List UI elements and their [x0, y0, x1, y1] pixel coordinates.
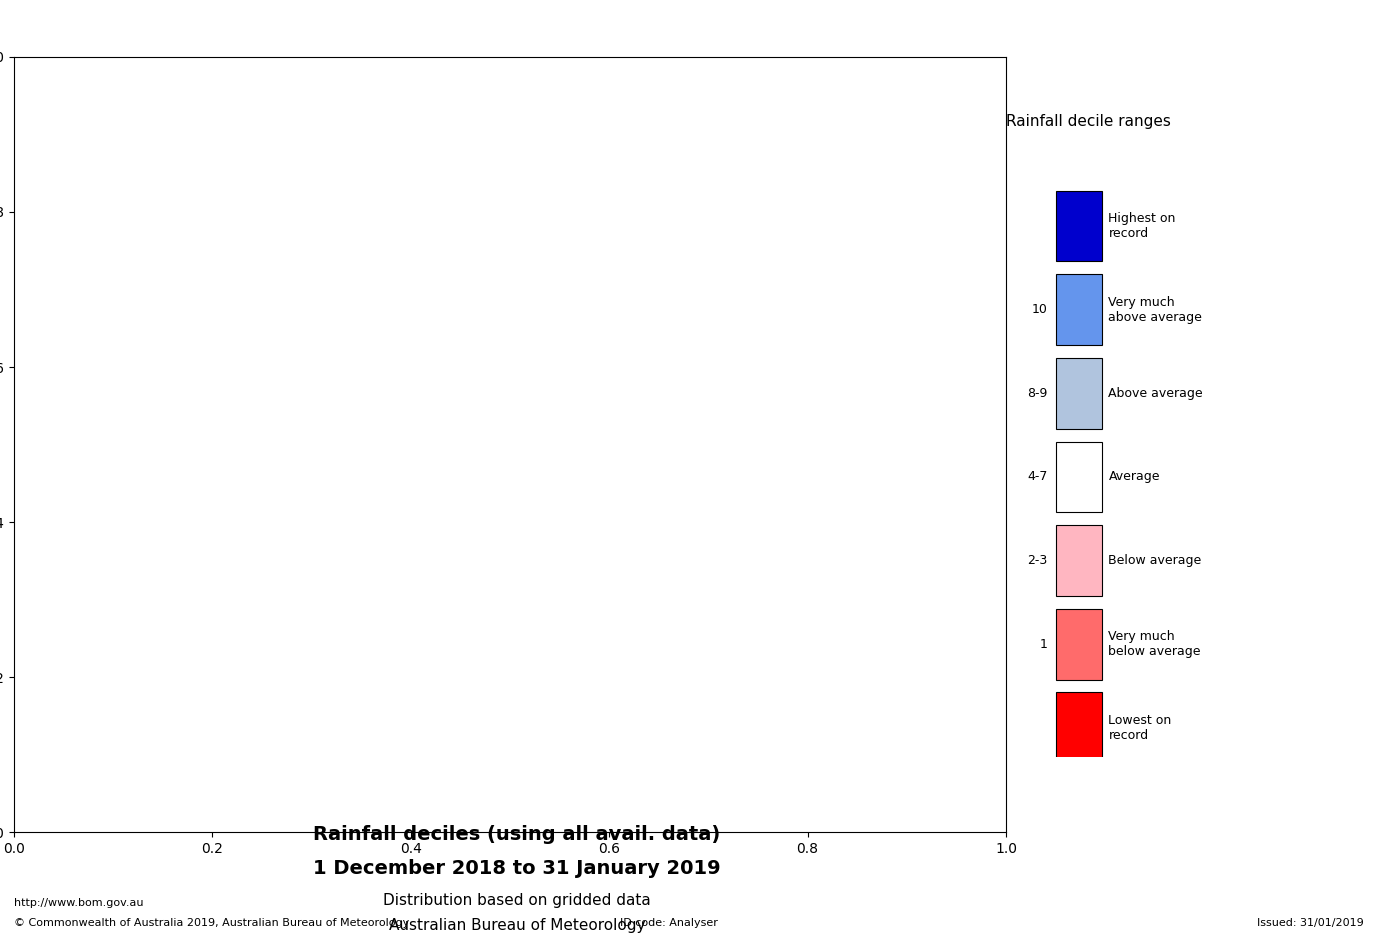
Text: http://www.bom.gov.au: http://www.bom.gov.au	[14, 898, 143, 908]
Text: ID code: Analyser: ID code: Analyser	[620, 919, 718, 928]
FancyBboxPatch shape	[1056, 525, 1102, 596]
Text: Rainfall decile ranges: Rainfall decile ranges	[1006, 114, 1171, 129]
Text: 10: 10	[1031, 304, 1047, 316]
Text: Very much
above average: Very much above average	[1108, 296, 1203, 324]
Text: 2-3: 2-3	[1027, 554, 1047, 567]
Text: Issued: 31/01/2019: Issued: 31/01/2019	[1258, 919, 1364, 928]
Text: Australian Bureau of Meteorology: Australian Bureau of Meteorology	[389, 918, 645, 933]
FancyBboxPatch shape	[1056, 692, 1102, 763]
Text: Distribution based on gridded data: Distribution based on gridded data	[383, 893, 650, 908]
Text: Lowest on
record: Lowest on record	[1108, 714, 1171, 742]
Text: 8-9: 8-9	[1027, 387, 1047, 400]
Text: 1 December 2018 to 31 January 2019: 1 December 2018 to 31 January 2019	[313, 859, 721, 878]
Text: Highest on
record: Highest on record	[1108, 212, 1175, 240]
Text: Very much
below average: Very much below average	[1108, 630, 1202, 658]
FancyBboxPatch shape	[1056, 274, 1102, 345]
Text: © Commonwealth of Australia 2019, Australian Bureau of Meteorology: © Commonwealth of Australia 2019, Austra…	[14, 919, 409, 928]
Text: 1: 1	[1039, 638, 1047, 651]
Text: Above average: Above average	[1108, 387, 1203, 400]
FancyBboxPatch shape	[1056, 609, 1102, 679]
Text: 4-7: 4-7	[1027, 470, 1047, 483]
FancyBboxPatch shape	[1056, 191, 1102, 261]
FancyBboxPatch shape	[1056, 442, 1102, 513]
Text: Rainfall deciles (using all avail. data): Rainfall deciles (using all avail. data)	[313, 825, 721, 844]
FancyBboxPatch shape	[1056, 358, 1102, 429]
Text: Average: Average	[1108, 470, 1160, 483]
Text: Below average: Below average	[1108, 554, 1202, 567]
